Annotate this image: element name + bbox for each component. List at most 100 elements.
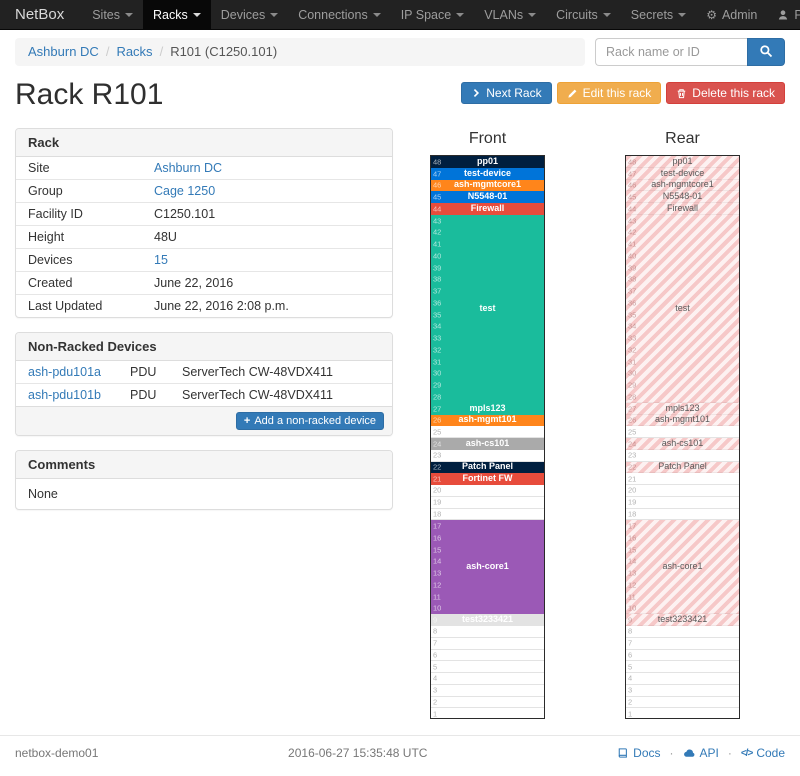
nav-menu-devices[interactable]: Devices (211, 0, 288, 29)
caret-down-icon (456, 12, 465, 17)
rack-device-test[interactable]: test (626, 214, 739, 403)
breadcrumb-item-r101-c1250-101: R101 (C1250.101) (170, 44, 278, 59)
breadcrumb-item-racks[interactable]: Racks (116, 44, 153, 59)
rack-unit-6: 6 (626, 650, 739, 662)
delete-this-rack-button[interactable]: Delete this rack (666, 82, 785, 104)
rack-device-pp01[interactable]: pp01 (626, 156, 739, 168)
nav-menu-circuits[interactable]: Circuits (546, 0, 621, 29)
caret-down-icon (372, 12, 381, 17)
rack-device-test3233421[interactable]: test3233421 (431, 614, 544, 626)
nav-profile[interactable]: Profile (767, 0, 800, 29)
breadcrumb: Ashburn DC / Racks / R101 (C1250.101) (15, 38, 585, 66)
attr-row-height: Height 48U (16, 225, 392, 248)
attr-link-group[interactable]: Cage 1250 (154, 184, 216, 198)
rack-device-n5548-01[interactable]: N5548-01 (431, 191, 544, 203)
rear-elevation: Rear pp01 test-device ash-mgmtcore1 N5548-0… (625, 130, 740, 719)
rack-unit-25: 25 (431, 426, 544, 438)
rack-device-ash-core1[interactable]: ash-core1 (626, 520, 739, 615)
attr-link-devices[interactable]: 15 (154, 253, 168, 267)
rack-attributes: Site Ashburn DC Group Cage 1250 Facility ID C… (16, 157, 392, 317)
rack-elevations: Front pp01 test-device ash-mgmtcore1 N5548-… (430, 128, 740, 719)
comments-body: None (28, 487, 58, 501)
rack-device-patch-panel[interactable]: Patch Panel (431, 461, 544, 474)
rack-device-test[interactable]: test (431, 214, 544, 403)
brand[interactable]: NetBox (15, 6, 65, 23)
rack-device-ash-core1[interactable]: ash-core1 (431, 520, 544, 615)
footer-link-code[interactable]: </> Code (740, 746, 785, 760)
nav-menu-sites[interactable]: Sites (82, 0, 143, 29)
rack-device-ash-mgmt101[interactable]: ash-mgmt101 (626, 414, 739, 427)
device-link-ash-pdu101b[interactable]: ash-pdu101b (28, 388, 101, 402)
rack-device-ash-cs101[interactable]: ash-cs101 (431, 438, 544, 450)
rack-panel: Rack Site Ashburn DC Group Cage 1250 Facilit… (15, 128, 393, 318)
pencil-icon (567, 88, 578, 99)
non-racked-devices-panel: Non-Racked Devices ash-pdu101a PDU ServerT… (15, 332, 393, 436)
footer-link-api[interactable]: API (683, 746, 719, 760)
rack-unit-18: 18 (626, 509, 739, 521)
rack-unit-25: 25 (626, 426, 739, 438)
nav-menu-secrets[interactable]: Secrets (621, 0, 696, 29)
rack-device-n5548-01[interactable]: N5548-01 (626, 191, 739, 203)
rack-device-ash-mgmt101[interactable]: ash-mgmt101 (431, 414, 544, 427)
navbar: NetBox Sites Racks Devices Connections IP Sp… (0, 0, 800, 30)
comments-panel: Comments None (15, 450, 393, 510)
chevron-right-icon (471, 88, 481, 98)
rack-panel-heading: Rack (16, 129, 392, 157)
device-row: ash-pdu101b PDU ServerTech CW-48VDX411 (16, 383, 392, 406)
attr-row-facility-id: Facility ID C1250.101 (16, 202, 392, 225)
breadcrumb-item-ashburn-dc[interactable]: Ashburn DC (28, 44, 99, 59)
rack-unit-2: 2 (431, 697, 544, 709)
rack-device-ash-mgmtcore1[interactable]: ash-mgmtcore1 (626, 179, 739, 192)
rack-device-fortinet-fw[interactable]: Fortinet FW (431, 473, 544, 485)
nav-menu-ip-space[interactable]: IP Space (391, 0, 475, 29)
rack-device-patch-panel[interactable]: Patch Panel (626, 461, 739, 474)
trash-icon (676, 88, 687, 99)
rack-unit-4: 4 (626, 673, 739, 685)
attr-link-site[interactable]: Ashburn DC (154, 161, 223, 175)
rack-device-pp01[interactable]: pp01 (431, 156, 544, 168)
rack-device-firewall[interactable]: Firewall (626, 203, 739, 215)
nav-menu-racks[interactable]: Racks (143, 0, 211, 29)
rack-device-test-device[interactable]: test-device (431, 167, 544, 180)
device-row: ash-pdu101a PDU ServerTech CW-48VDX411 (16, 361, 392, 383)
search-button[interactable] (747, 38, 785, 66)
navbar-user-menu: ⚙AdminProfileLog out (696, 0, 800, 29)
comments-heading: Comments (16, 451, 392, 479)
rack-device-mpls123[interactable]: mpls123 (626, 402, 739, 415)
rack-device-ash-cs101[interactable]: ash-cs101 (626, 438, 739, 450)
rack-device-mpls123[interactable]: mpls123 (431, 402, 544, 415)
rack-device-test3233421[interactable]: test3233421 (626, 614, 739, 626)
add-non-racked-device-label: Add a non-racked device (254, 415, 376, 427)
rack-unit-7: 7 (431, 638, 544, 650)
rack-device-test-device[interactable]: test-device (626, 167, 739, 180)
rack-unit-20: 20 (626, 485, 739, 497)
footer-link-docs[interactable]: Docs (617, 746, 661, 760)
rack-unit-3: 3 (626, 685, 739, 697)
page-header: Next Rack Edit this rack Delete this rack … (15, 78, 785, 112)
footer: netbox-demo01 2016-06-27 15:35:48 UTC Do… (0, 735, 800, 776)
rack-device-firewall[interactable]: Firewall (431, 203, 544, 215)
rack-unit-4: 4 (431, 673, 544, 685)
page-title: Rack R101 (15, 78, 164, 111)
rack-unit-18: 18 (431, 509, 544, 521)
attr-row-site: Site Ashburn DC (28, 161, 223, 175)
nav-admin[interactable]: ⚙ Admin (706, 7, 758, 22)
rack-unit-6: 6 (431, 650, 544, 662)
edit-this-rack-button[interactable]: Edit this rack (556, 82, 662, 104)
left-column: Rack Site Ashburn DC Group Cage 1250 Facilit… (15, 128, 393, 524)
breadcrumb-row: Ashburn DC / Racks / R101 (C1250.101) (15, 38, 785, 66)
nav-menu-connections[interactable]: Connections (288, 0, 391, 29)
non-racked-devices-heading: Non-Racked Devices (16, 333, 392, 361)
search-input[interactable] (595, 38, 747, 66)
next-rack-button[interactable]: Next Rack (461, 82, 552, 104)
nav-menu-vlans[interactable]: VLANs (474, 0, 546, 29)
add-non-racked-device-button[interactable]: + Add a non-racked device (235, 412, 384, 430)
code-icon: </> (740, 747, 754, 759)
device-link-ash-pdu101a[interactable]: ash-pdu101a (28, 365, 101, 379)
action-buttons: Next Rack Edit this rack Delete this rack (461, 82, 785, 104)
rack-device-ash-mgmtcore1[interactable]: ash-mgmtcore1 (431, 179, 544, 192)
rack-front: pp01 test-device ash-mgmtcore1 N5548-01 Fire… (430, 155, 545, 719)
attr-row-last-updated: Last Updated June 22, 2016 2:08 p.m. (16, 294, 392, 317)
rear-elevation-title: Rear (665, 130, 700, 147)
main-content: Rack Site Ashburn DC Group Cage 1250 Facilit… (15, 128, 785, 719)
